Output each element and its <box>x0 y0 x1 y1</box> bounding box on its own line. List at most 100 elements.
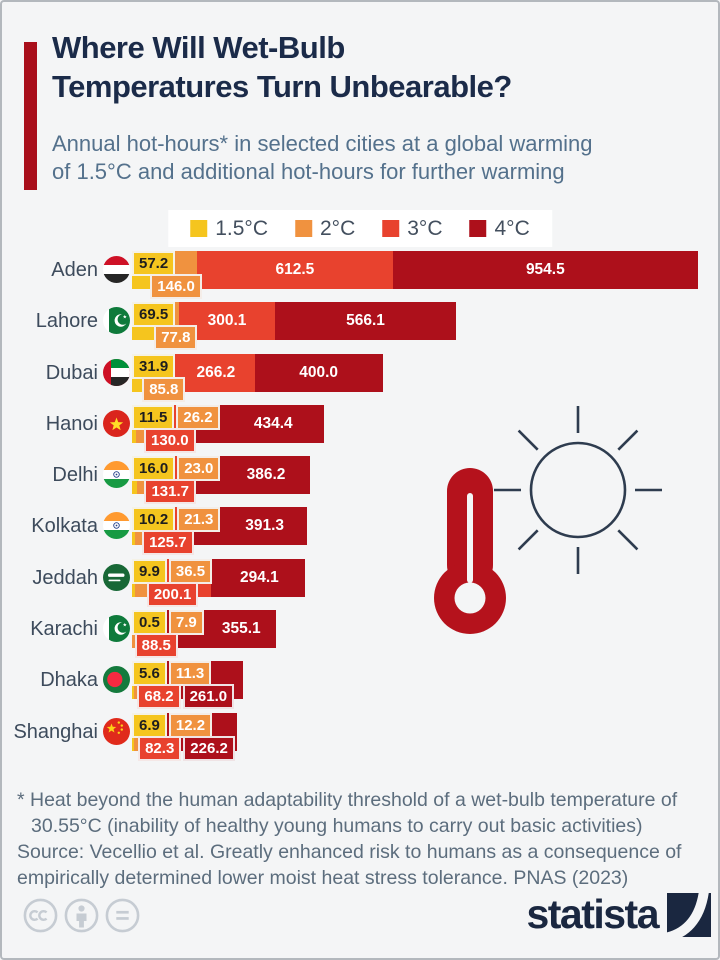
value-label-1-5-c: 57.2 <box>132 251 176 276</box>
flag-pakistan-icon <box>103 615 130 643</box>
flag-uae-icon <box>103 358 130 386</box>
legend-item-3-c: 3°C <box>382 216 443 241</box>
value-label-1-5-c: 31.9 <box>132 353 176 379</box>
chart-subtitle: Annual hot-hours* in selected cities at … <box>52 130 593 186</box>
cc-icon[interactable] <box>22 897 59 934</box>
city-label: Kolkata <box>31 515 98 538</box>
flag-china-icon <box>103 717 130 745</box>
cc-license-icons[interactable] <box>22 897 141 934</box>
source-line-2: empirically determined lower moist heat … <box>17 866 629 889</box>
title-line-2: Temperatures Turn Unbearable? <box>52 69 512 104</box>
value-label-1-5-c: 10.2 <box>132 507 176 533</box>
title-line-1: Where Will Wet-Bulb <box>52 30 345 65</box>
legend-item-2-c: 2°C <box>295 217 355 241</box>
page-title: Where Will Wet-Bulb Temperatures Turn Unb… <box>52 28 512 106</box>
statista-logo[interactable]: statista <box>526 891 711 938</box>
legend-swatch-4-c <box>469 220 487 237</box>
city-label: Aden <box>51 259 98 281</box>
attribution-icon[interactable] <box>63 897 100 934</box>
flag-yemen-icon <box>103 256 130 283</box>
value-label-3-c: 612.5 <box>275 261 315 278</box>
statista-wordmark: statista <box>526 891 659 937</box>
value-label-1-5-c: 16.0 <box>132 456 176 482</box>
city-label: Shanghai <box>13 720 98 743</box>
thermometer-sun-illustration <box>415 395 680 645</box>
sun-icon <box>494 406 662 574</box>
chart-row-shanghai: Shanghai 6.9 12.2 82.3 226.2 <box>0 712 720 764</box>
city-label: Dhaka <box>40 669 98 692</box>
city-label: Lahore <box>35 310 98 333</box>
value-label-3-c: 82.3 <box>138 735 182 761</box>
city-label: Karachi <box>30 618 98 641</box>
value-label-4-c: 434.4 <box>253 414 293 432</box>
value-label-4-c: 355.1 <box>221 620 261 638</box>
value-label-3-c: 300.1 <box>207 312 247 330</box>
flag-india-icon <box>103 461 130 489</box>
value-label-2-c: 11.3 <box>168 661 212 687</box>
bar-chart: Aden 57.2 146.0 612.5 954.5 Lahore 69.5 77.8 300… <box>0 251 720 764</box>
legend-swatch-2-c <box>295 220 313 237</box>
legend-label: 3°C <box>407 216 443 240</box>
value-label-4-c: 954.5 <box>525 261 565 278</box>
value-label-4-c: 400.0 <box>299 363 339 381</box>
value-label-2-c: 146.0 <box>150 274 202 299</box>
legend-item-4-c: 4°C <box>469 216 530 241</box>
value-label-4-c: 391.3 <box>245 517 285 535</box>
value-label-4-c: 261.0 <box>182 684 235 710</box>
value-label-2-c: 23.0 <box>177 456 221 482</box>
flag-pakistan-icon <box>103 307 130 335</box>
value-label-2-c: 36.5 <box>168 558 213 584</box>
value-label-3-c: 68.2 <box>137 684 181 710</box>
source-line-1: Source: Vecellio et al. Greatly enhanced… <box>17 841 682 863</box>
bar-segment-4-c <box>210 558 305 597</box>
legend-swatch-3-c <box>382 220 400 237</box>
value-label-3-c: 131.7 <box>144 479 196 505</box>
bar-segment-3-c <box>196 251 393 289</box>
value-label-3-c: 88.5 <box>134 633 178 659</box>
chart-legend: 1.5°C 2°C 3°C 4°C <box>168 210 552 247</box>
value-label-2-c: 26.2 <box>176 404 220 430</box>
value-label-3-c: 266.2 <box>196 363 236 381</box>
value-label-3-c: 130.0 <box>144 427 196 453</box>
value-label-2-c: 77.8 <box>154 325 198 351</box>
source-note: Source: Vecellio et al. Greatly enhanced… <box>17 840 681 891</box>
statista-logo-mark <box>667 892 711 937</box>
value-label-3-c: 200.1 <box>146 581 199 607</box>
subtitle-line-2: of 1.5°C and additional hot-hours for fu… <box>52 159 565 184</box>
chart-row-dubai: Dubai 31.9 85.8 266.2 400.0 <box>0 353 720 405</box>
legend-label: 4°C <box>494 216 530 240</box>
legend-label: 2°C <box>320 216 356 240</box>
chart-row-karachi: Karachi 0.5 7.9 88.5 355.1 <box>0 610 720 661</box>
bar-segment-4-c <box>275 302 456 341</box>
flag-india-icon <box>103 512 130 540</box>
value-label-1-5-c: 0.5 <box>132 610 167 636</box>
value-label-2-c: 7.9 <box>168 610 204 636</box>
value-label-1-5-c: 6.9 <box>132 712 167 738</box>
value-label-4-c: 226.2 <box>183 735 235 761</box>
equals-icon[interactable] <box>104 897 141 934</box>
value-label-4-c: 294.1 <box>240 568 279 586</box>
legend-item-1-5-c: 1.5°C <box>190 217 268 241</box>
thermometer-icon <box>434 468 506 634</box>
value-label-4-c: 386.2 <box>246 466 286 484</box>
value-label-2-c: 85.8 <box>142 376 186 402</box>
value-label-4-c: 566.1 <box>346 312 385 330</box>
bar-segment-4-c <box>254 353 383 392</box>
value-label-1-5-c: 69.5 <box>132 302 176 328</box>
chart-row-dhaka: Dhaka 5.6 11.3 68.2 261.0 <box>0 661 720 712</box>
value-label-2-c: 12.2 <box>168 712 213 738</box>
value-label-1-5-c: 9.9 <box>132 558 167 584</box>
chart-row-hanoi: Hanoi 11.5 26.2 130.0 434.4 <box>0 404 720 456</box>
flag-bangladesh-icon <box>103 666 130 694</box>
chart-row-jeddah: Jeddah 9.9 36.5 200.1 294.1 <box>0 558 720 610</box>
title-accent-bar <box>24 42 37 190</box>
footnote: * Heat beyond the human adaptability thr… <box>17 788 677 839</box>
chart-row-delhi: Delhi 16.0 23.0 131.7 386.2 <box>0 456 720 507</box>
bar-segment-4-c <box>392 251 698 289</box>
value-label-1-5-c: 11.5 <box>132 404 175 430</box>
subtitle-line-1: Annual hot-hours* in selected cities at … <box>52 131 593 156</box>
footnote-line-2: 30.55°C (inability of healthy young huma… <box>31 814 643 837</box>
value-label-2-c: 21.3 <box>177 507 221 533</box>
flag-saudi-arabia-icon <box>103 563 130 591</box>
legend-swatch-1-5-c <box>190 220 208 237</box>
